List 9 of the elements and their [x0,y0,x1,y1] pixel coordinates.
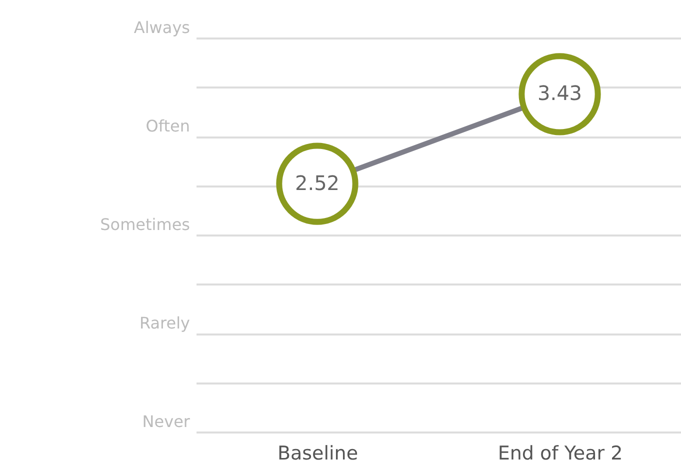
data-label: 2.52 [294,170,340,195]
x-tick-label: End of Year 2 [498,442,623,464]
data-label: 3.43 [537,81,582,106]
text: Sometimes [100,215,190,234]
text: Often [146,116,190,136]
text: Never [142,412,190,431]
text: Rarely [139,314,190,332]
x-tick-label: Baseline [277,442,358,464]
text: Always [134,18,190,37]
